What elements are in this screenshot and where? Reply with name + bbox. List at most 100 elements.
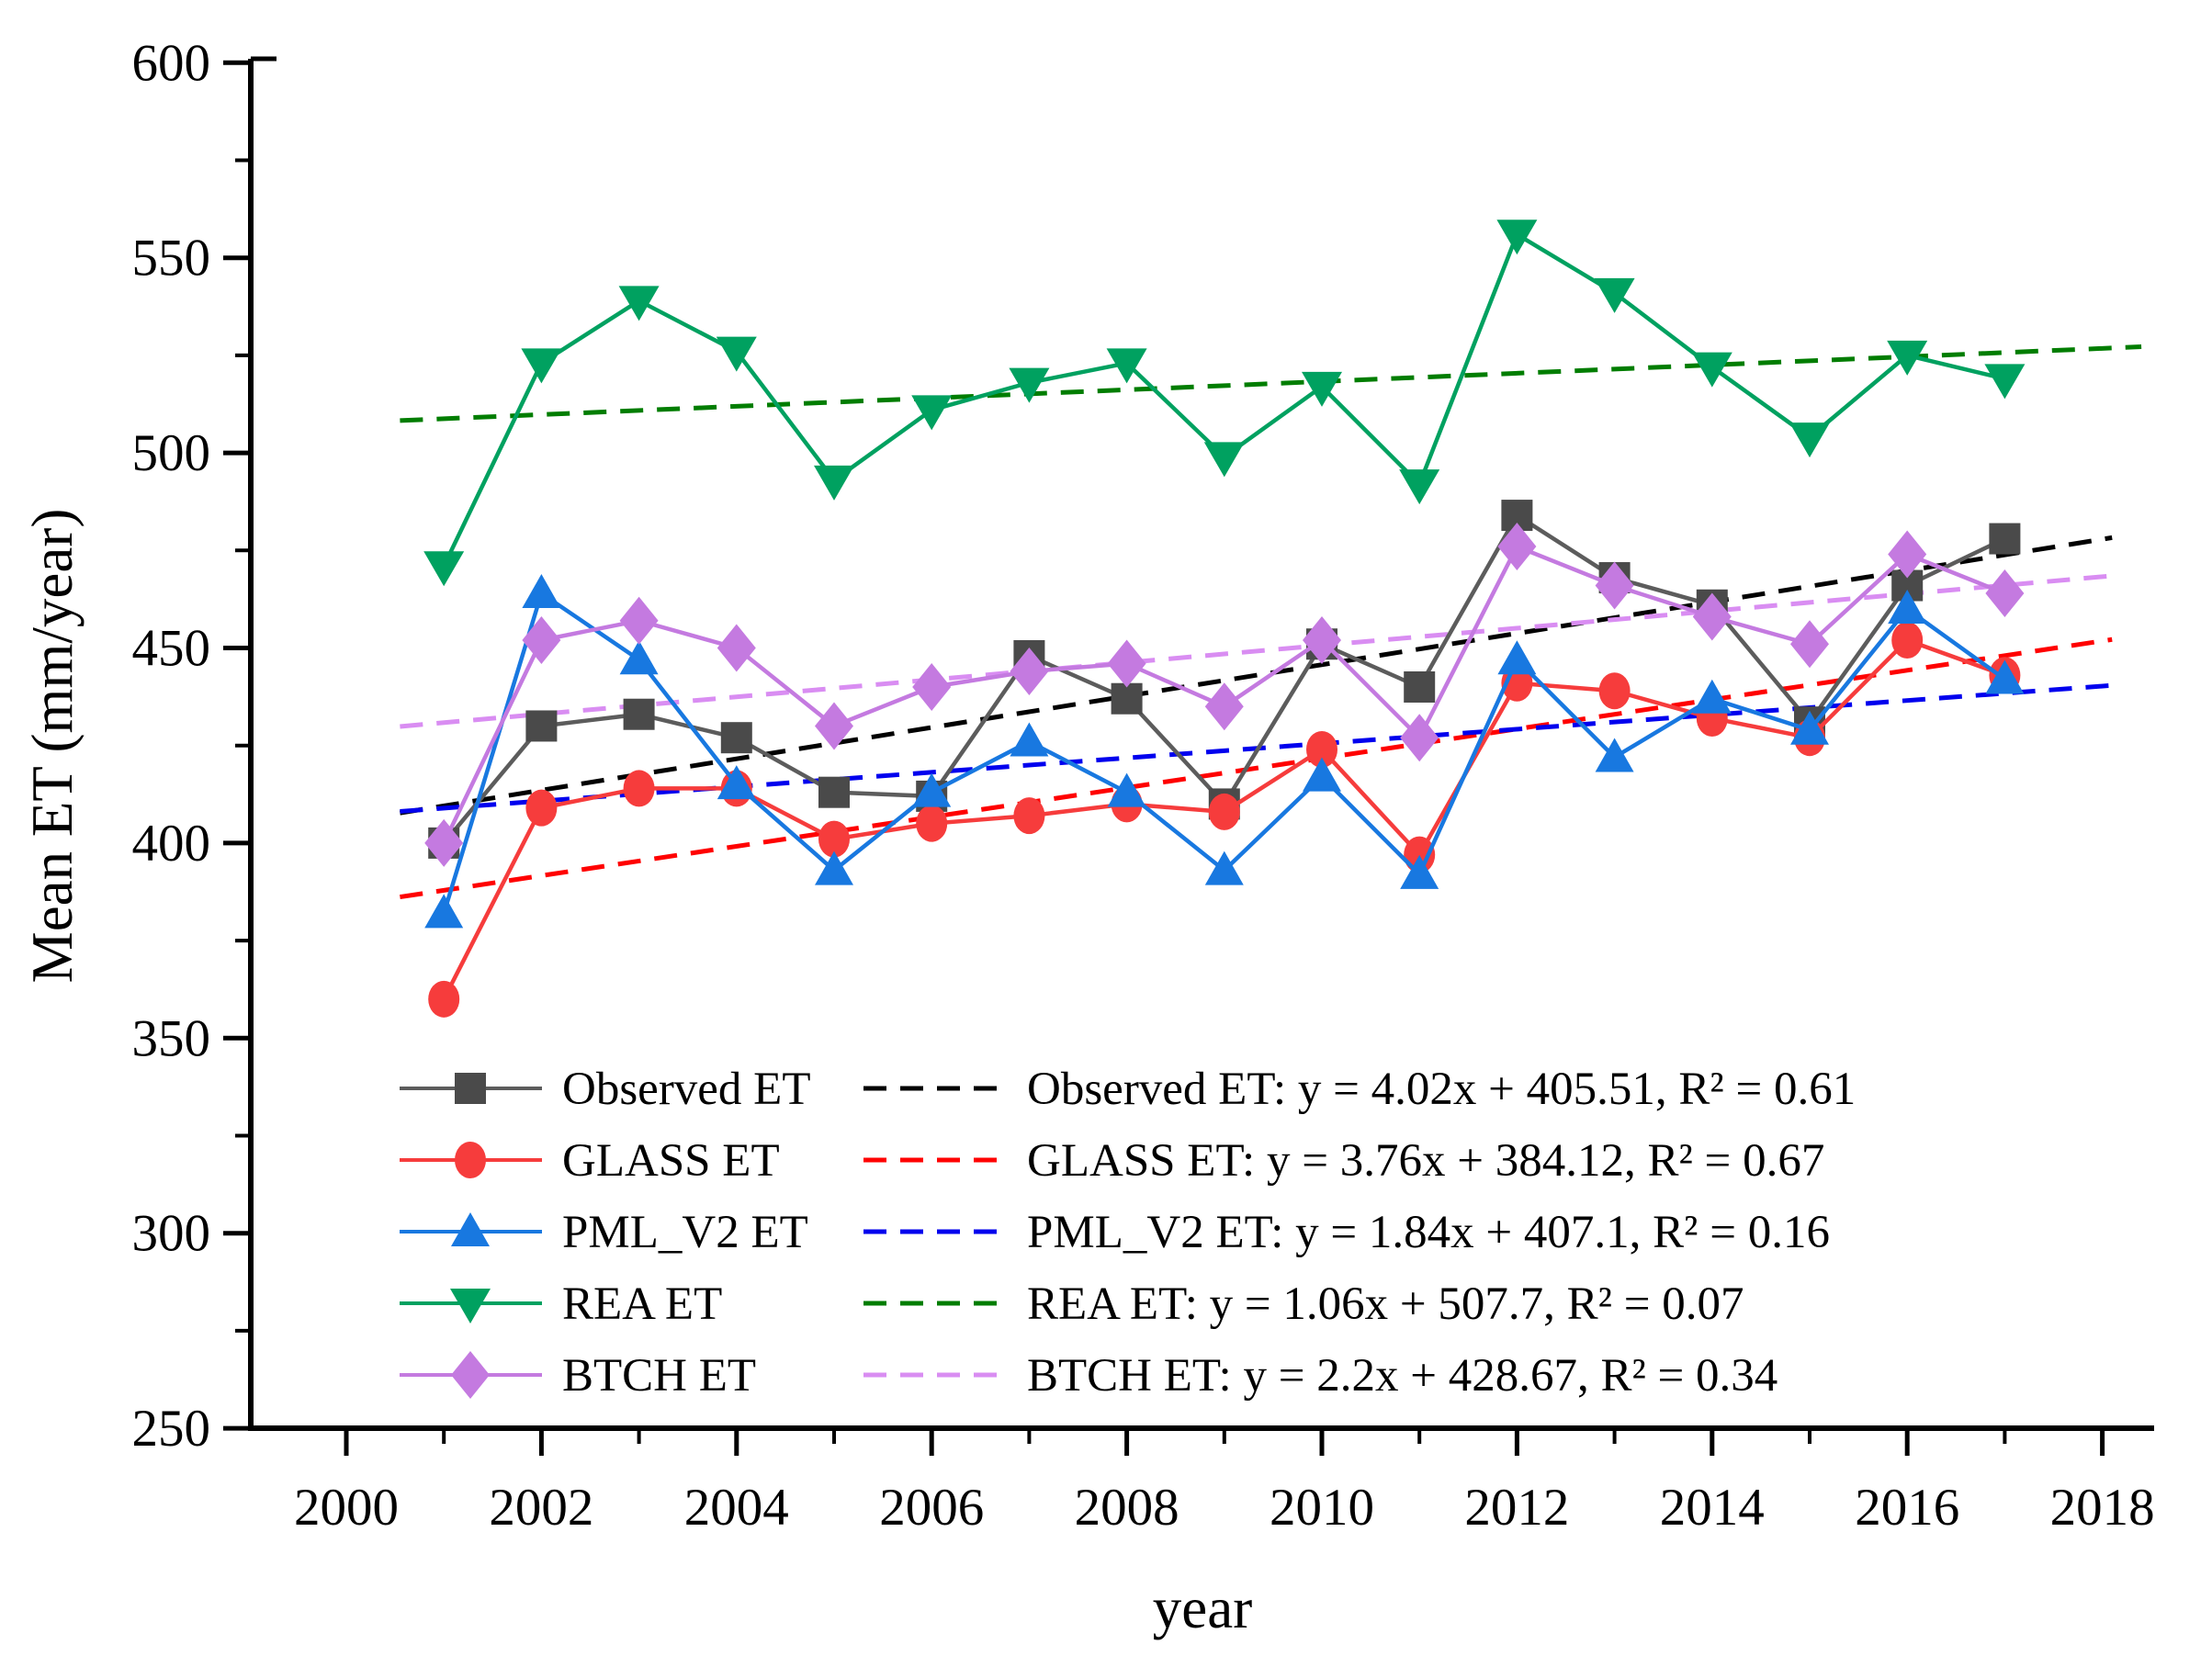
y-tick-label: 600: [132, 34, 211, 92]
legend-equation-pml-v2-et: PML_V2 ET: y = 1.84x + 407.1, R² = 0.16: [1027, 1207, 1830, 1258]
data-point-rea-et-2008: [1106, 348, 1147, 384]
trend-line-glass-et: [400, 636, 2113, 900]
data-point-pml-v2-et-2010: [1303, 757, 1341, 792]
data-point-glass-et-2005: [818, 820, 850, 858]
legend-marker-rea-et: [450, 1289, 491, 1323]
data-point-btch-et-2013: [1595, 561, 1634, 610]
data-point-observed-et-2005: [818, 776, 850, 808]
data-point-pml-v2-et-2002: [522, 574, 561, 609]
data-point-pml-v2-et-2013: [1595, 738, 1634, 772]
axes: 250 300 350 400 450 500 550 600 2000 2002 2004 2006…: [132, 34, 2155, 1537]
data-point-btch-et-2016: [1888, 530, 1927, 579]
data-point-observed-et-2003: [623, 698, 655, 730]
data-point-rea-et-2010: [1302, 371, 1342, 407]
trend-line-observed-et: [400, 535, 2113, 816]
data-point-glass-et-2002: [525, 789, 558, 827]
data-point-pml-v2-et-2014: [1692, 679, 1732, 714]
data-point-pml-v2-et-2004: [717, 765, 756, 800]
data-point-glass-et-2009: [1208, 793, 1240, 830]
series-line-rea-et: [442, 231, 2005, 568]
data-point-pml-v2-et-2012: [1497, 640, 1537, 675]
legend-equation-btch-et: BTCH ET: y = 2.2x + 428.67, R² = 0.34: [1027, 1350, 1778, 1402]
data-point-pml-v2-et-2003: [619, 640, 659, 675]
data-point-rea-et-2013: [1594, 277, 1635, 313]
data-point-btch-et-2012: [1497, 523, 1537, 571]
data-point-pml-v2-et-2001: [424, 894, 464, 929]
trend-line-rea-et: [400, 344, 2142, 423]
x-tick-label: 2006: [879, 1479, 984, 1537]
data-point-pml-v2-et-2011: [1400, 854, 1439, 889]
data-point-rea-et-2003: [618, 286, 660, 321]
data-point-pml-v2-et-2009: [1204, 850, 1244, 885]
data-point-glass-et-2001: [428, 980, 460, 1018]
data-point-rea-et-2017: [1984, 364, 2026, 400]
y-tick-label: 550: [132, 230, 211, 287]
x-tick-label: 2014: [1660, 1479, 1765, 1537]
legend-equation-rea-et: REA ET: y = 1.06x + 507.7, R² = 0.07: [1027, 1278, 1744, 1330]
x-tick-label: 2002: [489, 1479, 593, 1537]
data-point-rea-et-2005: [814, 465, 854, 501]
data-point-rea-et-2011: [1399, 469, 1440, 505]
legend-marker-glass-et: [455, 1142, 486, 1178]
data-point-glass-et-2016: [1891, 622, 1924, 659]
data-point-rea-et-2007: [1009, 367, 1050, 403]
y-tick-label: 500: [132, 424, 211, 482]
x-tick-label: 2016: [1855, 1479, 1959, 1537]
series-glass-et: [428, 622, 2021, 1018]
data-point-rea-et-2014: [1691, 352, 1732, 388]
legend-label-rea-et: REA ET: [562, 1278, 722, 1330]
data-point-btch-et-2017: [1985, 569, 2025, 618]
data-point-pml-v2-et-2008: [1107, 772, 1146, 807]
data-point-btch-et-2002: [522, 616, 561, 665]
y-tick-label: 350: [132, 1009, 211, 1067]
legend-label-observed-et: Observed ET: [562, 1064, 811, 1115]
data-point-pml-v2-et-2006: [912, 772, 952, 807]
data-point-btch-et-2011: [1400, 714, 1439, 762]
data-point-btch-et-2010: [1303, 616, 1341, 665]
legend-marker-observed-et: [455, 1073, 486, 1104]
legend-label-btch-et: BTCH ET: [562, 1350, 756, 1402]
data-point-rea-et-2001: [423, 551, 465, 587]
x-tick-label: 2012: [1464, 1479, 1569, 1537]
data-point-pml-v2-et-2005: [815, 850, 853, 885]
data-point-btch-et-2007: [1010, 647, 1049, 695]
y-axis-title: Mean ET (mm/year): [20, 509, 85, 984]
data-point-pml-v2-et-2015: [1790, 710, 1829, 745]
data-point-glass-et-2007: [1013, 797, 1045, 835]
data-point-pml-v2-et-2007: [1010, 722, 1049, 757]
data-point-rea-et-2015: [1789, 422, 1830, 458]
data-point-btch-et-2014: [1692, 592, 1732, 641]
data-point-btch-et-2005: [815, 702, 853, 750]
data-point-btch-et-2006: [912, 662, 952, 711]
data-point-rea-et-2009: [1203, 442, 1245, 478]
y-tick-label: 300: [132, 1205, 211, 1263]
data-point-btch-et-2004: [717, 624, 756, 672]
legend-marker-pml-v2-et: [451, 1212, 490, 1246]
series-btch-et: [424, 523, 2025, 867]
legend-label-pml-v2-et: PML_V2 ET: [562, 1207, 808, 1258]
data-point-observed-et-2002: [525, 710, 558, 742]
data-point-pml-v2-et-2017: [1985, 659, 2025, 694]
data-point-glass-et-2003: [623, 770, 655, 807]
x-axis-title: year: [1153, 1576, 1252, 1640]
data-point-glass-et-2010: [1306, 730, 1337, 768]
data-point-glass-et-2006: [916, 805, 948, 842]
data-point-btch-et-2015: [1790, 620, 1829, 669]
legend-marker-btch-et: [451, 1351, 490, 1399]
legend-label-glass-et: GLASS ET: [562, 1135, 780, 1187]
series-pml-v2-et: [424, 574, 2025, 929]
series-rea-et: [423, 220, 2026, 587]
x-tick-label: 2018: [2050, 1479, 2155, 1537]
data-point-rea-et-2006: [911, 395, 953, 431]
legend-equation-observed-et: Observed ET: y = 4.02x + 405.51, R² = 0.…: [1027, 1064, 1856, 1115]
data-point-rea-et-2002: [521, 348, 562, 384]
x-tick-label: 2004: [684, 1479, 789, 1537]
x-tick-label: 2008: [1075, 1479, 1179, 1537]
data-point-observed-et-2017: [1989, 523, 2021, 555]
trend-line-btch-et: [400, 573, 2113, 729]
data-point-btch-et-2009: [1204, 682, 1244, 731]
y-tick-label: 400: [132, 815, 211, 873]
data-point-rea-et-2004: [716, 336, 757, 372]
y-tick-label: 250: [132, 1400, 211, 1458]
